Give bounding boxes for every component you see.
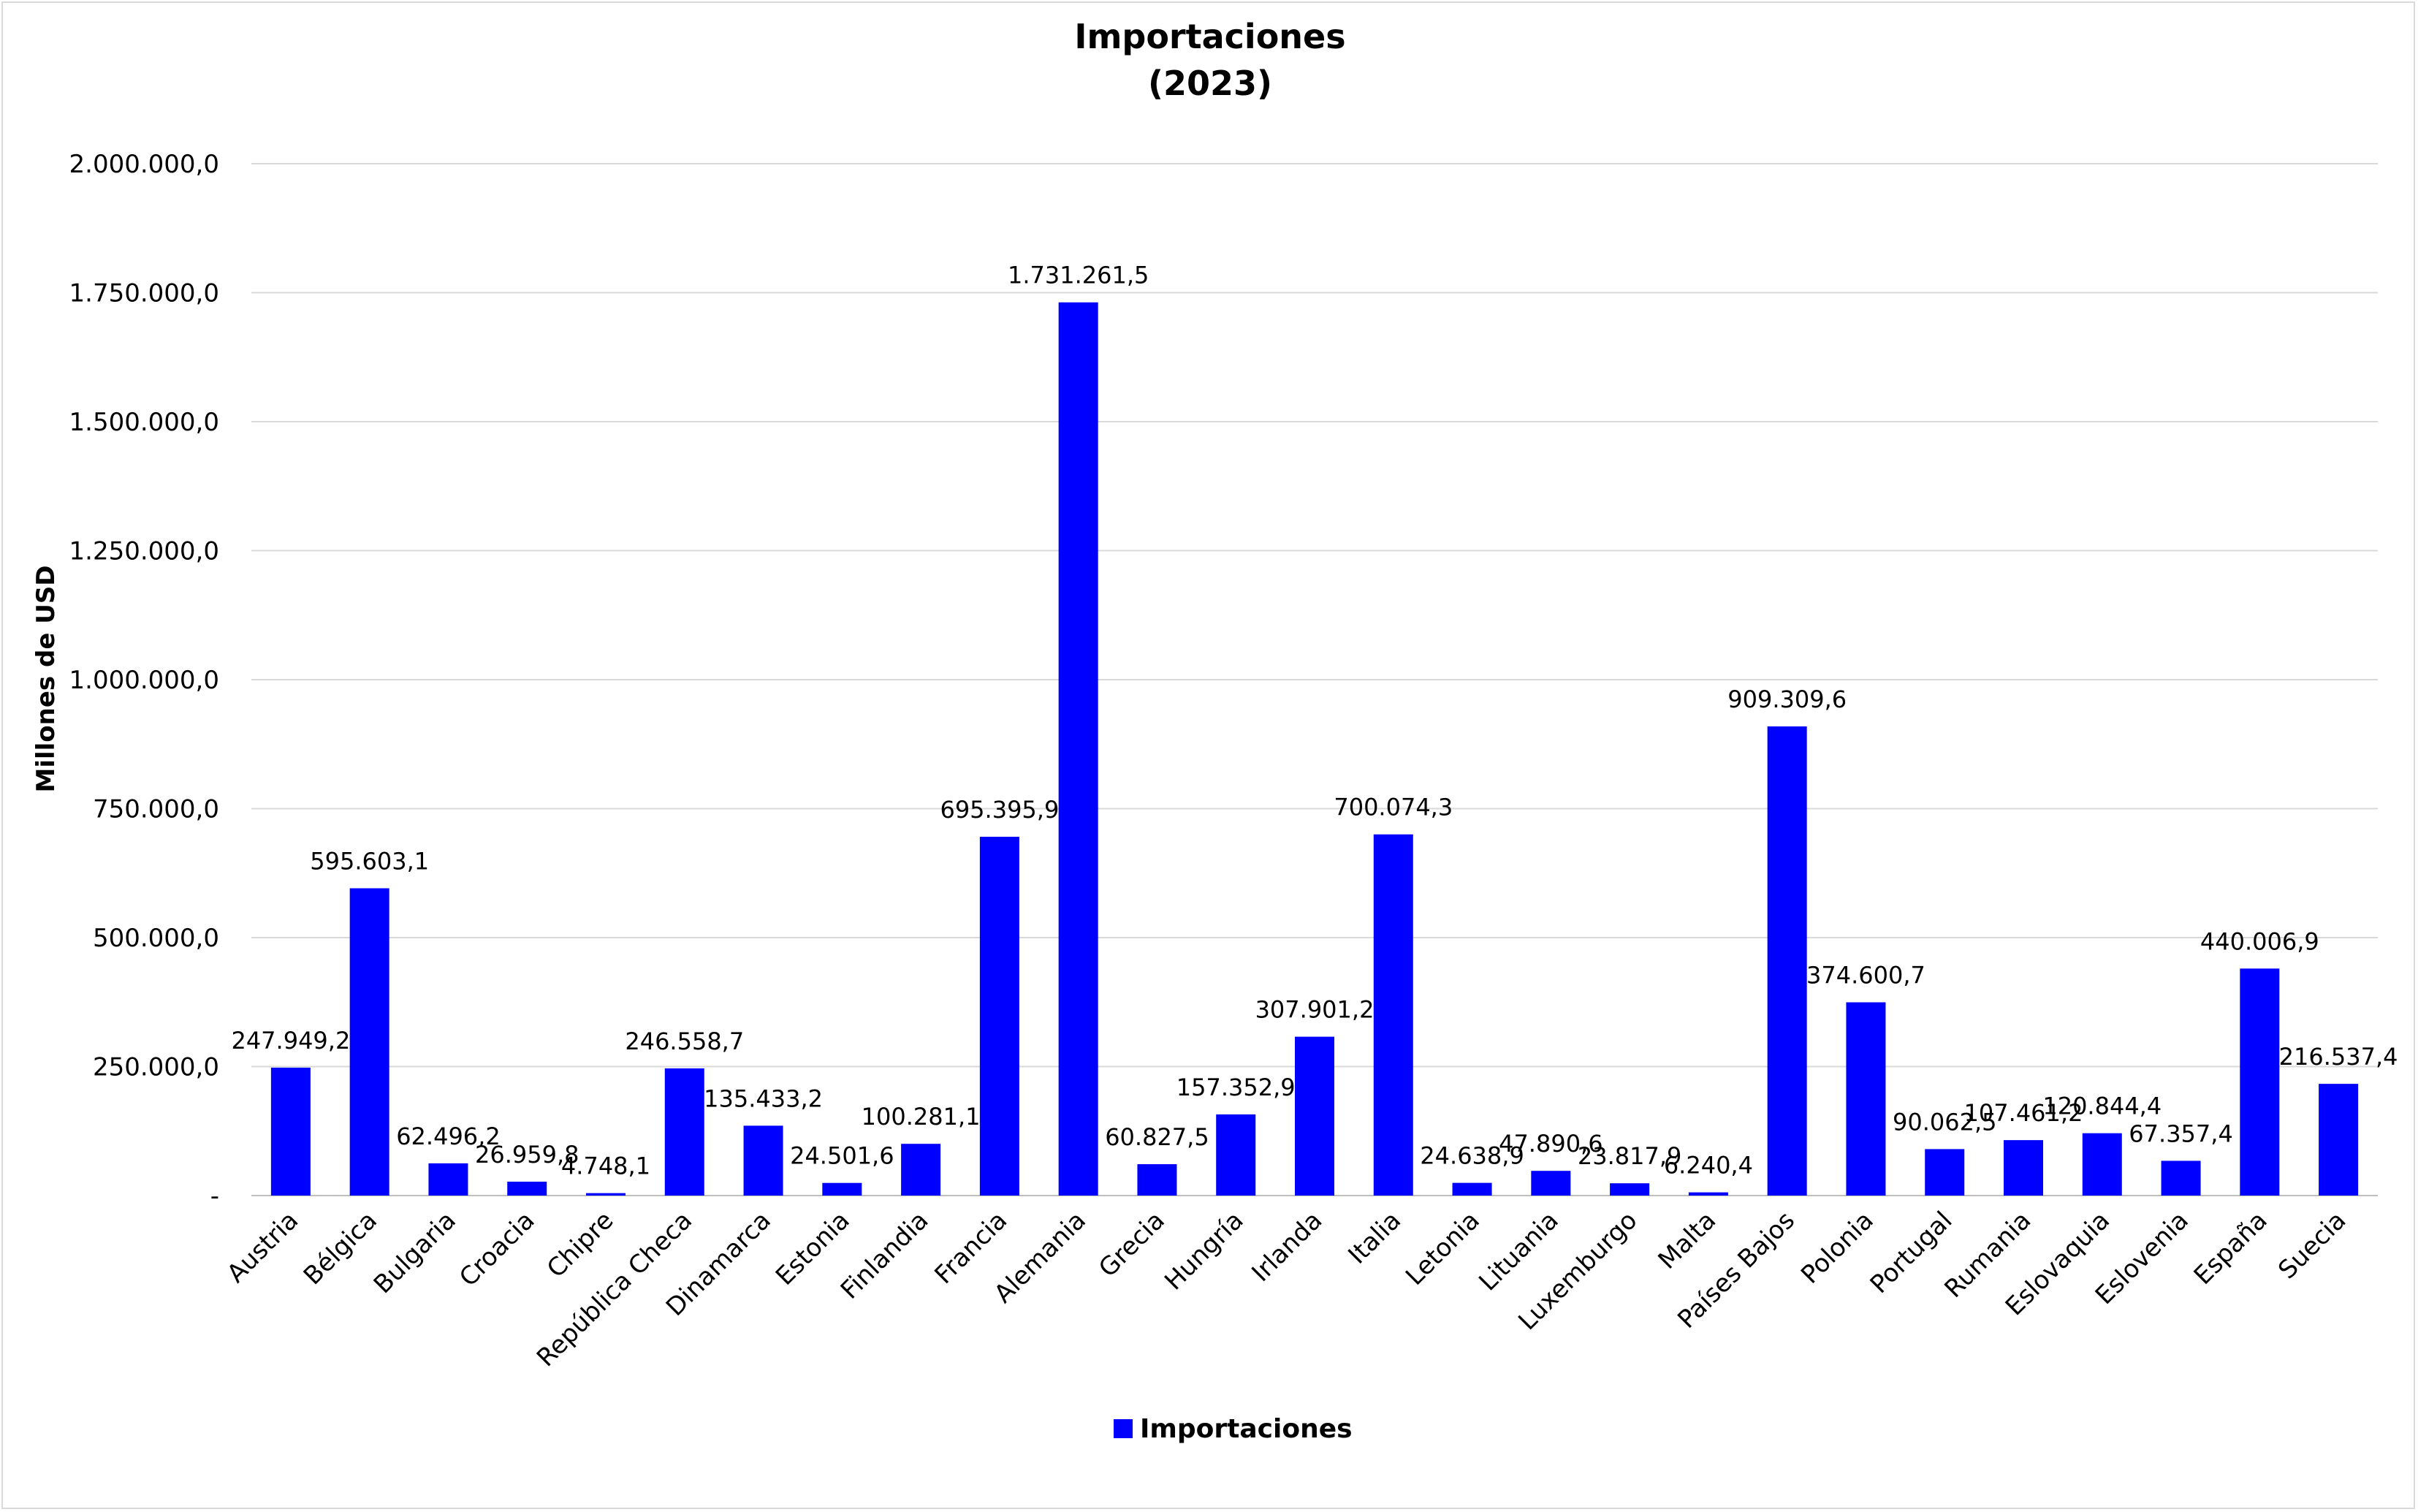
y-tick-label: - (210, 1182, 219, 1211)
bar (1216, 1114, 1256, 1196)
category-label: Malta (1653, 1206, 1722, 1275)
bar (979, 837, 1019, 1196)
data-label: 90.062,5 (1893, 1108, 1997, 1136)
bar (2240, 968, 2280, 1196)
bar (901, 1144, 941, 1196)
bar (1610, 1183, 1650, 1196)
category-label: Austria (221, 1206, 304, 1288)
category-label: Finlandia (835, 1206, 935, 1305)
category-label: Suecia (2273, 1206, 2352, 1285)
data-label: 440.006,9 (2200, 927, 2319, 955)
data-label: 120.844,4 (2042, 1093, 2162, 1120)
data-labels: 247.949,2 595.603,1 62.496,226.959,84.748,… (231, 262, 2398, 1180)
bar (1295, 1036, 1334, 1196)
data-label: 107.461,2 (1964, 1099, 2083, 1127)
legend-label: Importaciones (1140, 1414, 1353, 1444)
data-label: 909.309,6 (1727, 685, 1847, 713)
data-label: 247.949,2 (231, 1027, 350, 1055)
bar (1137, 1164, 1177, 1196)
bar (664, 1068, 704, 1196)
legend-swatch (1114, 1419, 1133, 1438)
chart-title: Importaciones (1074, 17, 1345, 56)
y-tick-label: 1.000.000,0 (69, 666, 219, 695)
category-label: Grecia (1093, 1206, 1171, 1283)
y-tick-label: 1.500.000,0 (69, 408, 219, 437)
bar (1688, 1192, 1728, 1196)
data-label: 6.240,4 (1664, 1152, 1753, 1179)
gridlines (251, 163, 2378, 1196)
data-label: 67.357,4 (2129, 1120, 2233, 1147)
bar-chart: Importaciones (2023) - 250.000,0 500.000,0… (31, 17, 2398, 1444)
data-label: 47.890,6 (1499, 1130, 1603, 1158)
data-label: 374.600,7 (1806, 962, 1925, 989)
data-label: 24.638,9 (1420, 1142, 1524, 1170)
y-tick-label: 250.000,0 (93, 1053, 219, 1082)
bar (2004, 1140, 2043, 1196)
data-label: 60.827,5 (1105, 1123, 1209, 1151)
category-label: Hungría (1159, 1206, 1249, 1296)
y-tick-label: 1.250.000,0 (69, 537, 219, 566)
bar (743, 1125, 783, 1196)
data-label: 246.558,7 (625, 1027, 744, 1055)
data-label: 26.959,8 (475, 1141, 579, 1169)
y-tick-label: 750.000,0 (93, 795, 219, 824)
bar (428, 1163, 468, 1196)
bar (1058, 302, 1098, 1196)
legend: Importaciones (1114, 1414, 1353, 1444)
y-tick-label: 2.000.000,0 (69, 150, 219, 179)
category-label: Italia (1343, 1206, 1407, 1270)
bar (1452, 1182, 1492, 1196)
bar (1925, 1149, 1965, 1196)
data-label: 100.281,1 (862, 1103, 981, 1131)
y-axis-ticks: - 250.000,0 500.000,0 750.000,0 1.000.000,0 1… (69, 150, 219, 1211)
y-tick-label: 1.750.000,0 (69, 279, 219, 308)
bar (1767, 726, 1807, 1196)
chart-subtitle: (2023) (1148, 64, 1272, 103)
category-label: Irlanda (1246, 1206, 1328, 1288)
bar (270, 1067, 311, 1196)
bar (2161, 1160, 2201, 1196)
y-tick-label: 500.000,0 (93, 924, 219, 953)
category-label: España (2189, 1206, 2273, 1291)
data-label: 307.901,2 (1255, 996, 1375, 1024)
data-label: 700.074,3 (1334, 794, 1453, 821)
bar (2082, 1133, 2122, 1196)
category-label: Croacia (454, 1206, 541, 1293)
data-label: 1.731.261,5 (1008, 262, 1149, 289)
data-label: 4.748,1 (561, 1152, 650, 1180)
data-label: 595.603,1 (310, 848, 429, 875)
bar (507, 1181, 547, 1196)
category-label: Letonia (1400, 1206, 1486, 1291)
bar (1846, 1002, 1886, 1196)
bar (586, 1193, 626, 1196)
bar (822, 1182, 862, 1196)
y-axis-label: Millones de USD (31, 565, 61, 792)
category-label: Chipre (541, 1206, 619, 1283)
bar (2319, 1084, 2359, 1196)
data-label: 695.395,9 (940, 796, 1059, 824)
bars (270, 302, 2359, 1196)
data-label: 157.352,9 (1176, 1074, 1296, 1101)
bar (1531, 1171, 1571, 1196)
data-label: 216.537,4 (2279, 1043, 2398, 1071)
data-label: 62.496,2 (396, 1122, 501, 1150)
data-label: 24.501,6 (790, 1142, 894, 1170)
data-label: 135.433,2 (704, 1084, 823, 1112)
category-label: Bulgaria (368, 1206, 462, 1299)
bar (349, 888, 389, 1196)
data-label: 23.817,9 (1578, 1142, 1682, 1170)
bar (1373, 834, 1413, 1196)
